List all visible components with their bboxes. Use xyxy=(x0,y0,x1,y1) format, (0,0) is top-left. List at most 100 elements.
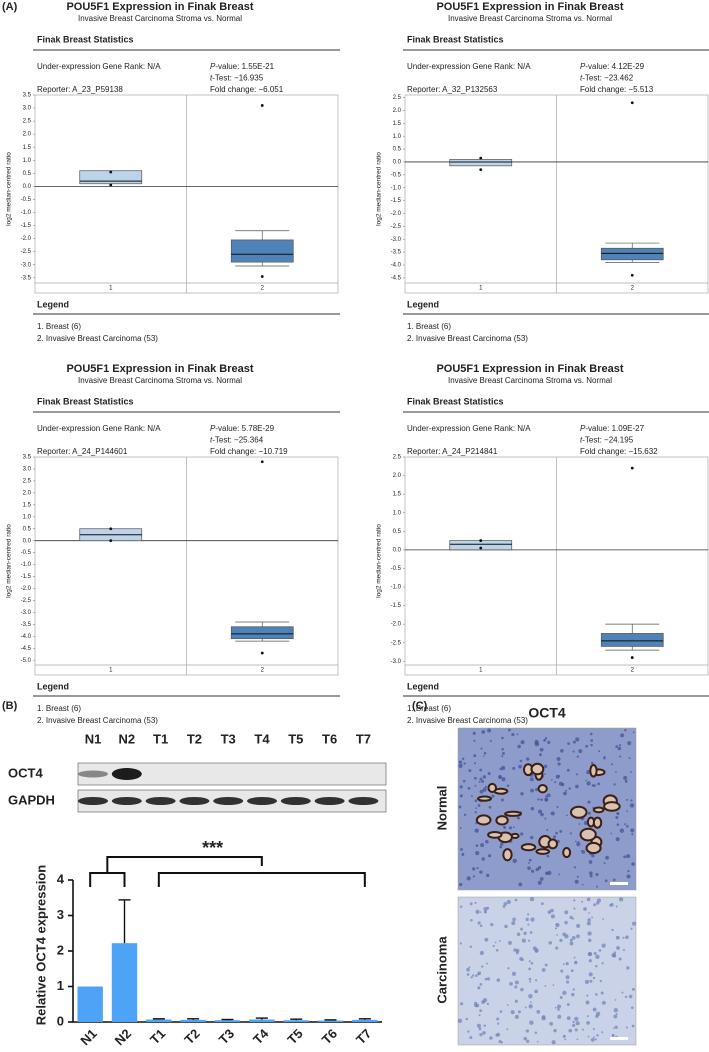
tissue-texture xyxy=(463,813,467,817)
tissue-texture xyxy=(626,824,629,828)
tissue-texture xyxy=(550,778,553,781)
tissue-texture xyxy=(457,1018,463,1024)
tissue-texture xyxy=(628,994,633,999)
stat: P-value: 1.55E-21 xyxy=(210,62,275,71)
y-tick-label: -3.0 xyxy=(391,237,402,243)
tissue-texture xyxy=(619,828,625,833)
tissue-texture xyxy=(565,789,568,792)
tissue-texture xyxy=(571,935,576,940)
tissue-texture xyxy=(540,798,543,801)
lane-label: N1 xyxy=(85,731,102,746)
tissue-texture xyxy=(470,976,473,979)
tissue-texture xyxy=(473,739,476,742)
tissue-texture xyxy=(586,897,591,902)
tissue-texture xyxy=(622,948,626,952)
stat-text: -value: 1.55E-21 xyxy=(215,62,274,71)
tissue-texture xyxy=(482,1031,486,1035)
tissue-texture xyxy=(534,989,538,994)
tissue-texture xyxy=(570,969,574,973)
tissue-texture xyxy=(479,950,484,956)
outlier xyxy=(109,527,113,531)
ihc-image xyxy=(457,896,637,1046)
tissue-texture xyxy=(574,1016,579,1022)
stat-text: Fold change: −6.051 xyxy=(210,85,284,94)
tissue-texture xyxy=(470,795,473,798)
tissue-texture xyxy=(630,1006,634,1009)
box xyxy=(230,626,294,640)
tissue-texture xyxy=(615,905,618,908)
tissue-texture xyxy=(523,931,527,935)
tissue-texture xyxy=(569,938,573,942)
tissue-texture xyxy=(595,872,599,877)
tissue-texture xyxy=(478,1014,481,1017)
x-tick-label: 2 xyxy=(631,668,635,674)
bar xyxy=(249,1019,275,1022)
tissue-texture xyxy=(619,755,622,758)
stat-symbol: P xyxy=(210,62,216,71)
y-tick-label: 2 xyxy=(57,942,64,957)
tissue-texture xyxy=(615,770,617,773)
tissue-texture xyxy=(498,1040,502,1044)
tissue-texture xyxy=(576,934,580,939)
tissue-texture xyxy=(514,980,519,985)
lane-label: T2 xyxy=(187,731,202,746)
tissue-texture xyxy=(492,944,495,948)
tissue-texture xyxy=(470,918,473,922)
y-axis-label: Relative OCT4 expression xyxy=(33,865,48,1025)
tissue-texture xyxy=(484,977,488,981)
tissue-texture xyxy=(569,832,572,835)
y-tick-label: 1.0 xyxy=(393,510,402,516)
chart-subtitle: Invasive Breast Carcinoma Stroma vs. Nor… xyxy=(78,14,242,23)
y-tick-label: -1.0 xyxy=(21,562,32,568)
tissue-texture xyxy=(474,784,477,787)
tissue-texture xyxy=(564,1038,567,1041)
section-title: Finak Breast Statistics xyxy=(37,396,134,406)
y-tick-label: -2.5 xyxy=(21,598,32,604)
panel-label: (C) xyxy=(412,700,428,712)
x-tick-label: N1 xyxy=(77,1026,99,1048)
chart-title: POU5F1 Expression in Finak Breast xyxy=(66,363,253,375)
tissue-texture xyxy=(498,776,502,779)
tissue-texture xyxy=(625,935,629,940)
tissue-texture xyxy=(585,779,587,782)
y-tick-label: -1.5 xyxy=(391,198,402,204)
tissue-texture xyxy=(581,883,584,886)
tissue-texture xyxy=(511,971,517,976)
box xyxy=(600,247,664,261)
y-tick-label: -1.5 xyxy=(391,603,402,609)
tissue-texture xyxy=(501,752,505,755)
tissue-texture xyxy=(601,943,606,948)
tissue-texture xyxy=(626,810,628,813)
tissue-texture xyxy=(526,1039,530,1043)
tissue-texture xyxy=(506,899,511,905)
tissue-texture xyxy=(482,755,485,757)
tissue-texture xyxy=(562,963,565,966)
box xyxy=(600,633,664,647)
legend-title: Legend xyxy=(407,681,439,691)
tissue-texture xyxy=(516,932,521,937)
tissue-texture xyxy=(511,733,515,737)
tissue-texture xyxy=(547,910,552,914)
tissue-texture xyxy=(591,761,594,765)
tissue-texture xyxy=(520,740,525,745)
y-tick-label: 3.5 xyxy=(23,93,32,99)
tissue-texture xyxy=(558,775,561,778)
tissue-texture xyxy=(529,931,533,934)
tissue-texture xyxy=(573,899,576,902)
tissue-texture xyxy=(598,949,602,952)
blot-band xyxy=(247,797,277,805)
tissue-texture xyxy=(512,858,517,864)
tissue-texture xyxy=(612,878,616,882)
tissue-texture xyxy=(615,935,620,940)
stat-text: Fold change: −15.632 xyxy=(580,447,658,456)
tissue-texture xyxy=(589,874,593,878)
tissue-texture xyxy=(554,1006,557,1009)
y-tick-label: -4.5 xyxy=(21,646,32,652)
x-tick-label: T7 xyxy=(353,1026,374,1047)
chart-subtitle: Invasive Breast Carcinoma Stroma vs. Nor… xyxy=(78,376,242,385)
tissue-texture xyxy=(543,739,546,742)
tissue-texture xyxy=(511,921,516,926)
tissue-gland xyxy=(487,782,498,794)
tissue-texture xyxy=(474,810,477,814)
